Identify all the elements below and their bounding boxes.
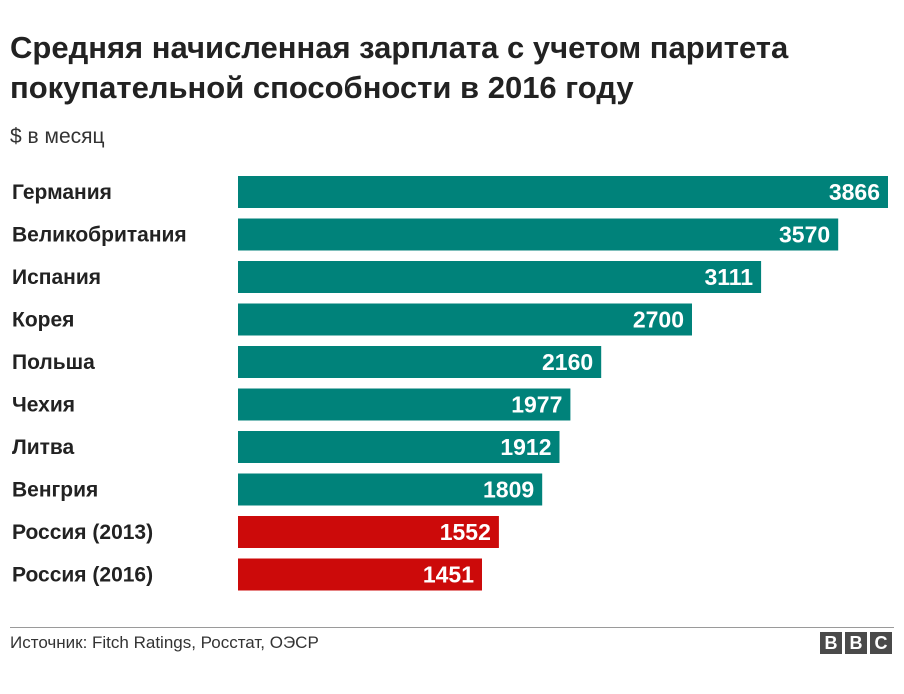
bbc-logo-letter: C — [870, 632, 892, 654]
source-note: Источник: Fitch Ratings, Росстат, ОЭСР — [10, 633, 319, 652]
category-label: Испания — [12, 266, 101, 289]
bbc-logo-letter: B — [845, 632, 867, 654]
bar — [238, 303, 692, 336]
bar — [238, 261, 762, 293]
bar-chart: Германия 3866 Великобритания 3570 Испания 311… — [12, 176, 888, 591]
bar — [238, 176, 888, 208]
category-label: Корея — [12, 309, 74, 332]
category-label: Литва — [12, 436, 75, 459]
category-label: Венгрия — [12, 479, 98, 502]
category-label: Великобритания — [12, 224, 187, 247]
data-label: 1809 — [483, 477, 534, 503]
footer-divider — [10, 627, 894, 628]
data-label: 2700 — [633, 307, 684, 333]
bar — [238, 388, 571, 421]
bar — [238, 346, 602, 378]
chart-unit-label: $ в месяц — [10, 125, 105, 148]
bar — [238, 516, 499, 548]
bar — [238, 558, 482, 591]
bbc-logo: B B C — [820, 632, 892, 654]
bar — [238, 473, 543, 506]
data-label: 3866 — [829, 179, 880, 205]
bbc-logo-letter: B — [820, 632, 842, 654]
data-label: 3570 — [779, 222, 830, 248]
data-label: 1912 — [500, 434, 551, 460]
category-label: Германия — [12, 181, 112, 204]
data-label: 1451 — [423, 562, 474, 588]
category-label: Польша — [12, 351, 95, 374]
bar — [238, 218, 839, 251]
bar — [238, 431, 560, 463]
category-label: Россия (2013) — [12, 521, 153, 544]
data-label: 1552 — [440, 519, 491, 545]
data-label: 2160 — [542, 349, 593, 375]
category-label: Чехия — [12, 394, 75, 417]
chart-title: Средняя начисленная зарплата с учетом па… — [10, 30, 789, 105]
data-label: 3111 — [704, 264, 753, 290]
data-label: 1977 — [511, 392, 562, 418]
category-label: Россия (2016) — [12, 564, 153, 587]
